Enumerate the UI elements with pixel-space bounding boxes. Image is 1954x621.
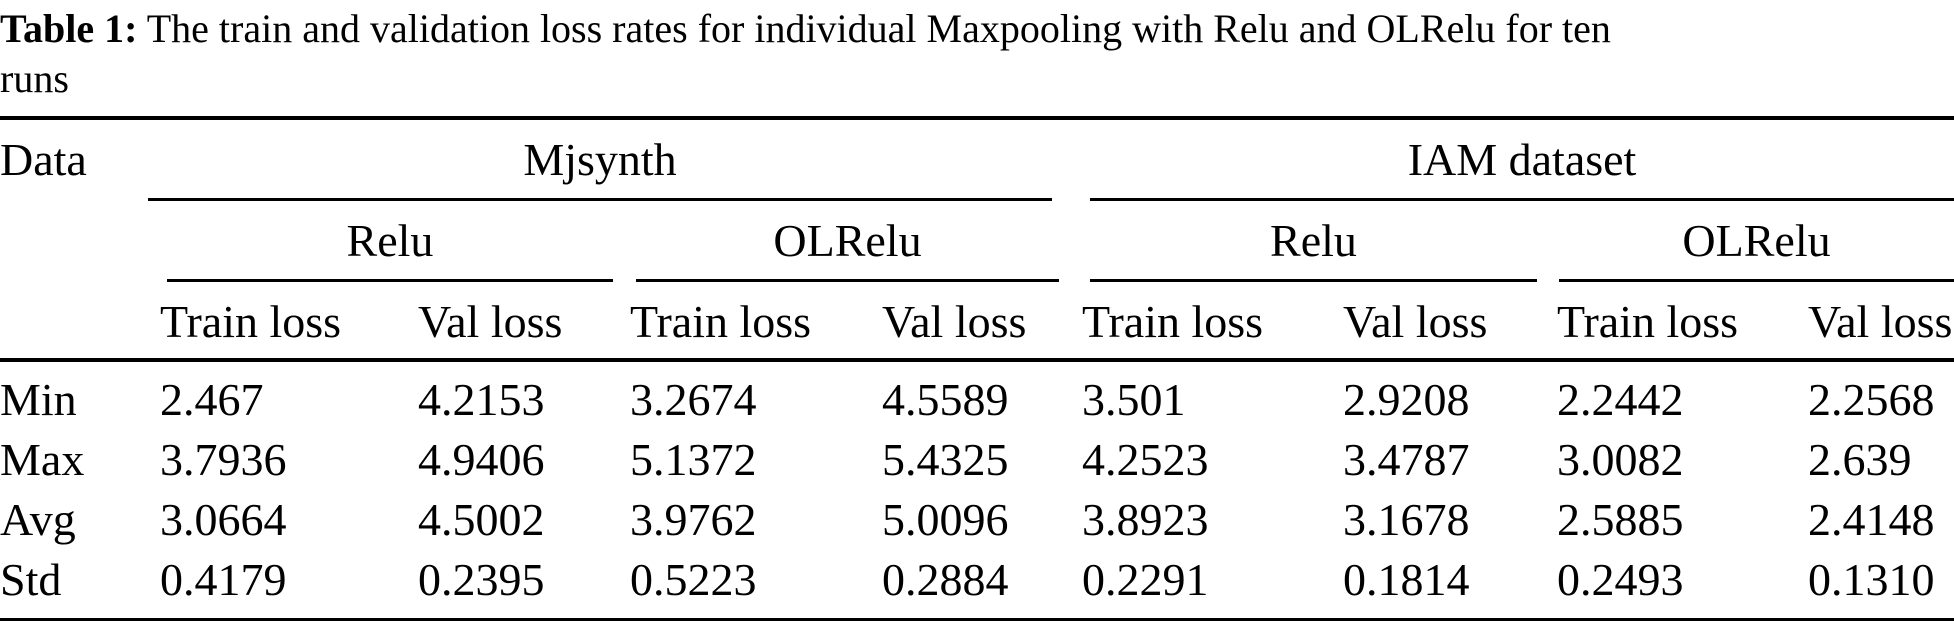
table-caption-label: Table 1:: [0, 6, 138, 51]
subgroup-header-mjsynth-relu-cell: Relu: [160, 201, 630, 282]
subgroup-header-iam-olrelu: OLRelu: [1559, 217, 1954, 282]
col-header-val-loss: Val loss: [418, 282, 630, 362]
group-header-iam-dataset: IAM dataset: [1090, 136, 1954, 201]
cell-value: 0.2884: [882, 554, 1009, 605]
table-row: Min 2.467 4.2153 3.2674 4.5589 3.501 2.9…: [0, 360, 1954, 430]
column-header-row: Train loss Val loss Train loss Val loss …: [0, 282, 1954, 362]
col-header-val-loss: Val loss: [1808, 282, 1954, 362]
cell-value: 5.0096: [882, 494, 1009, 545]
cell-value: 0.2395: [418, 554, 545, 605]
subgroup-header-mjsynth-relu: Relu: [167, 217, 613, 282]
subgroup-header-iam-relu-cell: Relu: [1082, 201, 1557, 282]
table-caption-text: The train and validation loss rates for …: [146, 6, 1611, 51]
row-label-max: Max: [0, 434, 85, 485]
cell-value: 0.5223: [630, 554, 757, 605]
results-table: Data Mjsynth IAM dataset Relu OLRelu Rel…: [0, 116, 1954, 621]
cell-value: 3.8923: [1082, 494, 1209, 545]
cell-value: 2.2442: [1557, 374, 1684, 425]
cell-value: 3.7936: [160, 434, 287, 485]
group-header-iam-cell: IAM dataset: [1082, 118, 1954, 201]
cell-value: 4.2523: [1082, 434, 1209, 485]
cell-value: 2.4148: [1808, 494, 1935, 545]
cell-value: 4.2153: [418, 374, 545, 425]
table-row: Avg 3.0664 4.5002 3.9762 5.0096 3.8923 3…: [0, 490, 1954, 550]
subgroup-header-mjsynth-olrelu-cell: OLRelu: [630, 201, 1082, 282]
table-row: Std 0.4179 0.2395 0.5223 0.2884 0.2291 0…: [0, 550, 1954, 620]
col-header-train-loss: Train loss: [1082, 282, 1343, 362]
cell-value: 4.5002: [418, 494, 545, 545]
subgroup-header-iam-olrelu-cell: OLRelu: [1557, 201, 1954, 282]
cell-value: 0.1310: [1808, 554, 1935, 605]
col-header-val-loss: Val loss: [882, 282, 1082, 362]
stub-spacer: [0, 282, 160, 362]
cell-value: 2.639: [1808, 434, 1912, 485]
table-caption: Table 1: The train and validation loss r…: [0, 0, 1954, 104]
group-header-row-activations: Relu OLRelu Relu OLRelu: [0, 201, 1954, 282]
cell-value: 5.4325: [882, 434, 1009, 485]
cell-value: 2.2568: [1808, 374, 1935, 425]
row-label-min: Min: [0, 374, 77, 425]
subgroup-header-mjsynth-olrelu: OLRelu: [636, 217, 1059, 282]
cell-value: 3.2674: [630, 374, 757, 425]
cell-value: 3.0664: [160, 494, 287, 545]
cell-value: 3.501: [1082, 374, 1186, 425]
cell-value: 4.9406: [418, 434, 545, 485]
table-caption-text-line2: runs: [0, 56, 69, 101]
cell-value: 3.9762: [630, 494, 757, 545]
row-label-avg: Avg: [0, 494, 76, 545]
col-header-val-loss: Val loss: [1343, 282, 1557, 362]
cell-value: 0.4179: [160, 554, 287, 605]
cell-value: 3.0082: [1557, 434, 1684, 485]
col-header-train-loss: Train loss: [1557, 282, 1808, 362]
cell-value: 0.1814: [1343, 554, 1470, 605]
cell-value: 2.467: [160, 374, 264, 425]
cell-value: 2.9208: [1343, 374, 1470, 425]
cell-value: 4.5589: [882, 374, 1009, 425]
cell-value: 0.2493: [1557, 554, 1684, 605]
group-header-mjsynth-cell: Mjsynth: [148, 118, 1082, 201]
cell-value: 0.2291: [1082, 554, 1209, 605]
col-header-train-loss: Train loss: [160, 282, 418, 362]
table-row: Max 3.7936 4.9406 5.1372 5.4325 4.2523 3…: [0, 430, 1954, 490]
stub-header-data: Data: [0, 134, 87, 185]
cell-value: 5.1372: [630, 434, 757, 485]
cell-value: 3.4787: [1343, 434, 1470, 485]
cell-value: 3.1678: [1343, 494, 1470, 545]
subgroup-header-iam-relu: Relu: [1090, 217, 1537, 282]
row-label-std: Std: [0, 554, 62, 605]
group-header-mjsynth: Mjsynth: [148, 136, 1052, 201]
stub-spacer: [0, 201, 160, 282]
col-header-train-loss: Train loss: [630, 282, 882, 362]
group-header-row-datasets: Data Mjsynth IAM dataset: [0, 118, 1954, 201]
cell-value: 2.5885: [1557, 494, 1684, 545]
